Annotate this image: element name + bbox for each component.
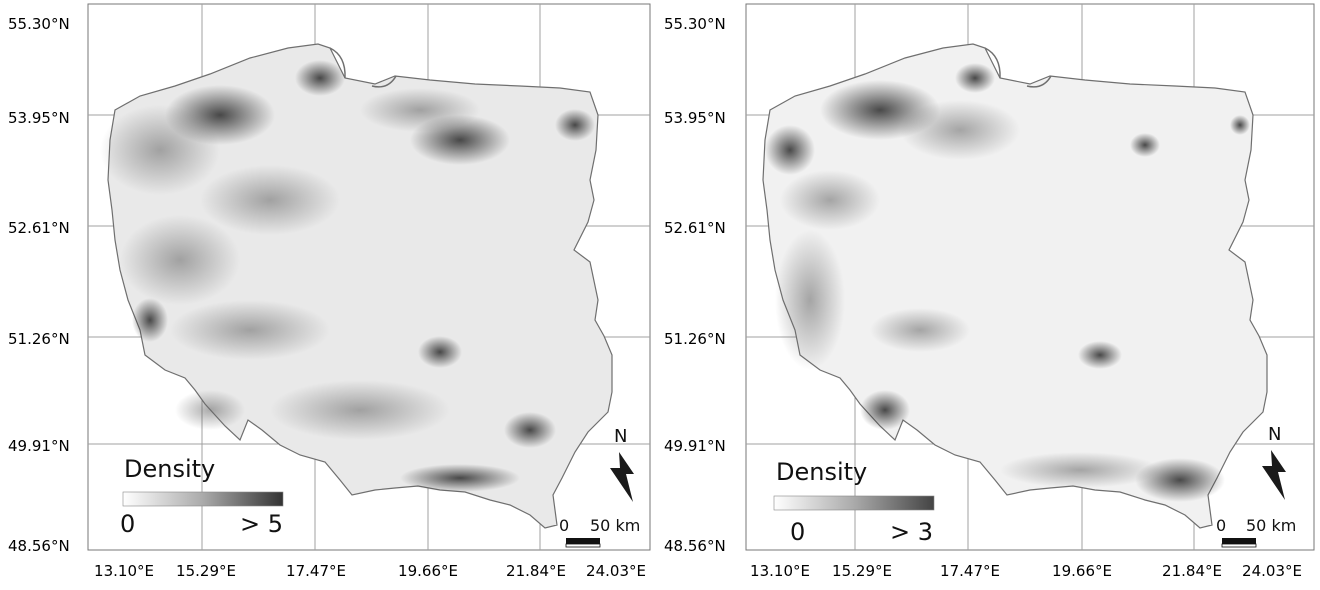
- right-legend-max: > 3: [890, 518, 934, 546]
- right-north-arrow-icon: [1262, 450, 1286, 500]
- right-lat-label: 49.91°N: [664, 437, 726, 455]
- right-lagoon-curve: [1026, 75, 1052, 88]
- left-poland-map: [100, 43, 613, 529]
- right-lon-label: 17.47°E: [940, 562, 1000, 580]
- right-legend-title: Density: [776, 458, 868, 486]
- left-lat-label: 48.56°N: [8, 537, 70, 555]
- left-legend-bar: [122, 491, 284, 507]
- right-density-blots: [765, 63, 1250, 502]
- left-lat-label: 51.26°N: [8, 330, 70, 348]
- left-scale-zero: 0: [559, 516, 570, 535]
- left-lon-label: 21.84°E: [506, 562, 566, 580]
- right-scale-zero: 0: [1216, 516, 1227, 535]
- left-lon-label: 15.29°E: [176, 562, 236, 580]
- right-lon-label: 13.10°E: [750, 562, 810, 580]
- left-coast-curve: [329, 47, 346, 79]
- left-lon-label: 13.10°E: [94, 562, 154, 580]
- left-north-arrow-icon: [610, 452, 634, 502]
- right-scale-distance: 50 km: [1246, 516, 1297, 535]
- right-legend-min: 0: [790, 518, 806, 546]
- right-lat-label: 48.56°N: [664, 537, 726, 555]
- right-scale-bar: [1221, 538, 1257, 548]
- right-legend-bar: [773, 495, 935, 511]
- right-lat-label: 55.30°N: [664, 15, 726, 33]
- left-scale-distance: 50 km: [590, 516, 641, 535]
- right-lat-label: 51.26°N: [664, 330, 726, 348]
- right-lat-label: 53.95°N: [664, 109, 726, 127]
- left-legend-title: Density: [124, 455, 216, 483]
- left-lat-label: 49.91°N: [8, 437, 70, 455]
- right-panel: [745, 3, 1315, 551]
- left-lat-label: 52.61°N: [8, 219, 70, 237]
- right-lon-label: 15.29°E: [832, 562, 892, 580]
- right-lon-label: 21.84°E: [1162, 562, 1222, 580]
- left-lat-label: 53.95°N: [8, 109, 70, 127]
- left-legend-max: > 5: [240, 510, 284, 538]
- left-lon-label: 24.03°E: [586, 562, 646, 580]
- right-lat-label: 52.61°N: [664, 219, 726, 237]
- left-lagoon-curve: [371, 75, 397, 88]
- left-density-blots: [100, 60, 595, 492]
- right-lon-label: 19.66°E: [1052, 562, 1112, 580]
- right-coast-curve: [984, 47, 1001, 79]
- right-poland-map: [762, 43, 1268, 529]
- left-panel: [87, 3, 651, 551]
- left-legend-min: 0: [120, 510, 136, 538]
- left-lon-label: 19.66°E: [398, 562, 458, 580]
- left-scale-bar: [565, 538, 601, 548]
- left-lat-label: 55.30°N: [8, 15, 70, 33]
- right-north-label: N: [1268, 424, 1282, 445]
- left-north-label: N: [614, 426, 628, 447]
- left-lon-label: 17.47°E: [286, 562, 346, 580]
- right-lon-label: 24.03°E: [1242, 562, 1302, 580]
